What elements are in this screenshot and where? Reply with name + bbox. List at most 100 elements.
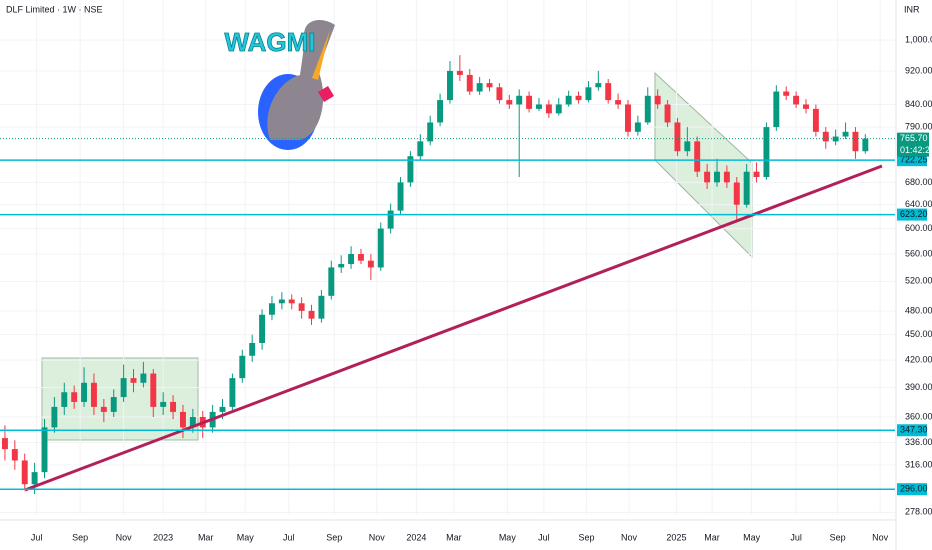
candle-body xyxy=(397,182,404,211)
logo-text: WAGMI xyxy=(225,27,316,57)
candle-body xyxy=(605,83,612,101)
candle-body xyxy=(852,131,859,152)
y-tick-label: 1,000.00 xyxy=(905,35,932,45)
price-label-box xyxy=(897,208,927,221)
x-tick-label: Sep xyxy=(326,532,342,542)
candle-body xyxy=(298,303,305,311)
currency: INR xyxy=(904,4,920,14)
candle-body xyxy=(822,131,829,142)
x-tick-label: Jul xyxy=(283,532,295,542)
x-tick-label: Jul xyxy=(790,532,802,542)
candle-body xyxy=(328,267,335,296)
y-tick-label: 560.00 xyxy=(905,248,932,258)
price-label: 296.00 xyxy=(900,484,928,494)
candle-body xyxy=(130,378,137,383)
candle-body xyxy=(278,299,285,304)
logo-bird xyxy=(267,20,335,140)
candle-body xyxy=(565,95,572,105)
y-tick-label: 790.00 xyxy=(905,121,932,131)
candle-body xyxy=(545,104,552,114)
candle-body xyxy=(150,373,157,407)
candle-body xyxy=(496,87,503,101)
candle-body xyxy=(407,156,414,183)
candle-body xyxy=(595,83,602,88)
candle-body xyxy=(793,95,800,105)
x-tick-label: Mar xyxy=(446,532,462,542)
candle-body xyxy=(694,141,701,172)
x-tick-label: Sep xyxy=(578,532,594,542)
candle-body xyxy=(288,299,295,304)
y-tick-label: 840.00 xyxy=(905,99,932,109)
logo: WAGMI xyxy=(224,20,335,150)
y-tick-label: 680.00 xyxy=(905,177,932,187)
candle-body xyxy=(575,95,582,101)
candle-body xyxy=(219,406,226,412)
x-tick-label: Jul xyxy=(31,532,43,542)
candle-body xyxy=(704,171,711,183)
logo-beak xyxy=(312,30,330,80)
candles xyxy=(0,0,895,515)
candle-body xyxy=(160,401,167,407)
y-tick-label: 420.00 xyxy=(905,355,932,365)
last-price-label: 765.70 xyxy=(900,133,928,143)
x-tick-label: May xyxy=(237,532,255,542)
x-tick-label: Nov xyxy=(369,532,386,542)
x-tick-label: May xyxy=(499,532,517,542)
candle-body xyxy=(654,95,661,105)
chart-title: DLF Limited · 1W · NSE xyxy=(6,4,103,14)
candle-body xyxy=(763,127,770,178)
candle-body xyxy=(783,91,790,96)
price-label-box xyxy=(897,154,927,167)
range-box xyxy=(41,357,199,441)
candle-body xyxy=(555,104,562,114)
y-tick-label: 920.00 xyxy=(905,65,932,75)
y-tick-label: 520.00 xyxy=(905,276,932,286)
x-tick-label: Jul xyxy=(538,532,550,542)
candle-body xyxy=(427,122,434,142)
y-tick-label: 336.00 xyxy=(905,437,932,447)
candle-body xyxy=(644,95,651,123)
candle-body xyxy=(832,136,839,142)
candle-body xyxy=(51,406,58,428)
x-tick-label: Sep xyxy=(830,532,846,542)
x-tick-label: Nov xyxy=(621,532,638,542)
candle-body xyxy=(733,182,740,205)
candle-body xyxy=(249,342,256,356)
candle-body xyxy=(536,104,542,109)
candle-body xyxy=(367,260,374,268)
x-tick-label: 2025 xyxy=(666,532,686,542)
candle-body xyxy=(753,171,760,178)
candle-body xyxy=(90,382,97,407)
candle-body xyxy=(842,131,849,137)
x-tick-label: 2024 xyxy=(406,532,426,542)
candle-body xyxy=(259,314,266,343)
candle-body xyxy=(417,141,424,157)
candle-body xyxy=(387,210,394,229)
price-label-box xyxy=(897,483,927,496)
candle-body xyxy=(456,70,463,75)
candle-body xyxy=(189,416,196,428)
candle-body xyxy=(674,122,681,152)
candle-body xyxy=(466,74,473,92)
candle-body xyxy=(318,295,325,319)
candle-body xyxy=(348,254,355,265)
candle-body xyxy=(585,87,592,101)
x-tick-label: Nov xyxy=(116,532,133,542)
candle-body xyxy=(615,100,622,105)
candle-body xyxy=(506,100,513,105)
candle-body xyxy=(239,355,246,379)
candle-body xyxy=(61,392,68,407)
candle-body xyxy=(100,406,107,412)
y-tick-label: 640.00 xyxy=(905,199,932,209)
price-label: 722.25 xyxy=(900,155,928,165)
price-label-box xyxy=(897,424,927,437)
candle-body xyxy=(486,83,493,88)
candle-body xyxy=(81,382,88,402)
candle-body xyxy=(338,264,345,268)
candle-body xyxy=(476,83,483,92)
logo-gem xyxy=(318,86,334,102)
candle-body xyxy=(11,449,18,461)
candle-body xyxy=(664,104,671,123)
trend-line xyxy=(24,164,883,492)
candle-body xyxy=(773,91,780,128)
